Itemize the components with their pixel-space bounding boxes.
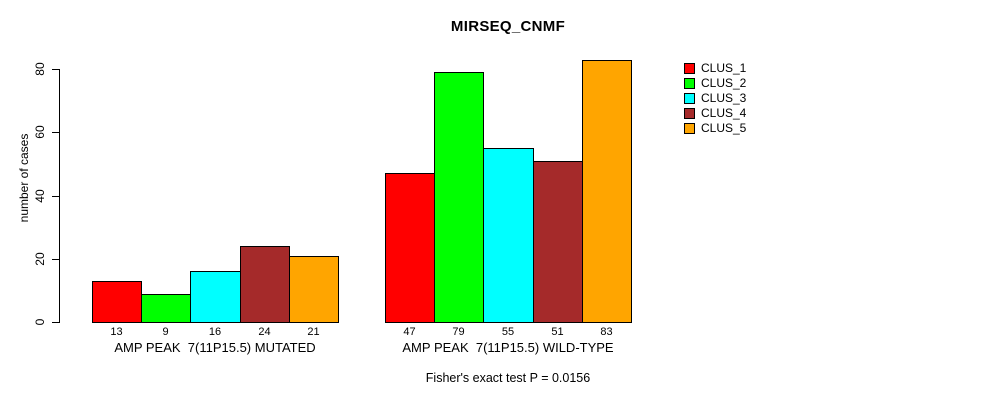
legend-label-clus_3: CLUS_3 [701, 91, 747, 105]
y-axis-title: number of cases [17, 133, 31, 223]
fisher-test-annotation: Fisher's exact test P = 0.0156 [425, 371, 591, 385]
y-axis-tick [52, 259, 59, 260]
bar-clus_5 [289, 256, 339, 323]
y-axis-line [59, 69, 60, 323]
bar-clus_1 [385, 173, 435, 323]
legend: CLUS_1 CLUS_2 CLUS_3 CLUS_4 CLUS_5 [684, 62, 746, 137]
legend-swatch-clus_1 [684, 62, 695, 74]
bar-value-label: 47 [403, 326, 416, 338]
bar-value-label: 83 [600, 326, 613, 338]
group-label: AMP PEAK 7(11P15.5) MUTATED [114, 340, 316, 355]
y-tick-label: 80 [33, 62, 47, 76]
y-axis-tick [52, 132, 59, 133]
bar-value-label: 13 [110, 326, 123, 338]
bar-clus_4 [240, 246, 290, 323]
legend-item-clus_5: CLUS_5 [684, 122, 746, 134]
bar-value-label: 16 [208, 326, 222, 338]
legend-label-clus_4: CLUS_4 [701, 106, 747, 120]
y-tick-label: 60 [33, 125, 47, 139]
legend-item-clus_3: CLUS_3 [684, 92, 746, 104]
legend-label-clus_2: CLUS_2 [701, 76, 747, 90]
legend-item-clus_2: CLUS_2 [684, 77, 746, 89]
legend-label-clus_5: CLUS_5 [701, 121, 747, 135]
bar-value-label: 9 [162, 326, 169, 338]
bar-value-label: 51 [551, 326, 564, 338]
legend-item-clus_1: CLUS_1 [684, 62, 746, 74]
legend-swatch-clus_2 [684, 77, 695, 89]
bar-clus_3 [190, 271, 241, 323]
legend-swatch-clus_3 [684, 92, 695, 104]
bar-clus_2 [434, 72, 484, 323]
bar-value-label: 24 [258, 326, 271, 338]
y-tick-label: 40 [33, 189, 47, 203]
bar-value-label: 55 [501, 326, 515, 338]
legend-swatch-clus_4 [684, 107, 695, 119]
y-axis-tick [52, 69, 59, 70]
chart-title: MIRSEQ_CNMF [450, 18, 566, 35]
y-tick-label: 0 [33, 318, 47, 326]
y-axis-tick [52, 322, 59, 323]
bar-value-label: 21 [307, 326, 320, 338]
legend-label-clus_1: CLUS_1 [701, 61, 747, 75]
bar-value-label: 79 [452, 326, 465, 338]
bar-clus_5 [582, 60, 632, 323]
group-label: AMP PEAK 7(11P15.5) WILD-TYPE [402, 340, 614, 355]
y-tick-label: 20 [33, 252, 47, 266]
y-axis-tick [52, 196, 59, 197]
bar-clus_1 [92, 281, 142, 323]
bar-clus_3 [483, 148, 534, 323]
legend-item-clus_4: CLUS_4 [684, 107, 746, 119]
bar-clus_4 [533, 161, 583, 323]
bar-clus_2 [141, 294, 191, 323]
legend-swatch-clus_5 [684, 122, 695, 134]
